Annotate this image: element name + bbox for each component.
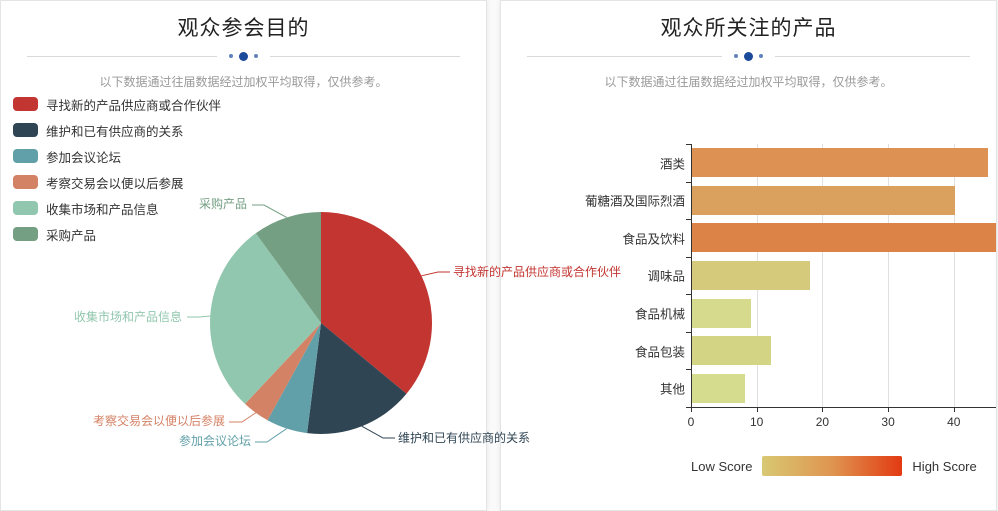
divider-dot-small-left [734, 54, 738, 58]
divider-dot-large [744, 51, 753, 61]
x-axis-line [691, 407, 996, 408]
legend-item-2[interactable]: 参加会议论坛 [13, 143, 221, 169]
y-axis-tick-4 [686, 294, 691, 296]
category-label-4: 食品机械 [634, 307, 685, 322]
bar-0[interactable] [692, 148, 988, 178]
legend-swatch [13, 123, 38, 137]
x-axis-label-40: 40 [947, 415, 961, 429]
x-axis-label-20: 20 [815, 415, 830, 429]
pie-slice-0[interactable] [321, 212, 433, 394]
pie-label-line-2 [255, 428, 287, 443]
title-divider [527, 51, 970, 61]
panel-attendance-purpose: 观众参会目的 以下数据通过往届数据经过加权平均取得，仅供参考。 寻找新的产品供应… [0, 0, 621, 511]
pie-slice-4[interactable] [210, 233, 321, 404]
pie-label-line-1 [361, 425, 395, 439]
legend-swatch [13, 227, 38, 241]
legend-item-0[interactable]: 寻找新的产品供应商或合作伙伴 [13, 91, 221, 117]
y-axis-tick-7 [686, 406, 691, 408]
category-label-2: 食品及饮料 [622, 232, 685, 247]
y-axis-tick-6 [686, 369, 691, 371]
x-axis-label-30: 30 [881, 415, 895, 429]
pie-chart [187, 204, 450, 443]
legend-item-1[interactable]: 维护和已有供应商的关系 [13, 117, 221, 143]
visualmap-legend[interactable]: Low Score High Score [691, 456, 977, 476]
bar-chart: 0 10 20 30 40 酒类葡糖酒及国际烈酒食品及饮料调味品食品机械食品包装其他 [501, 1, 996, 510]
y-axis-tick-1 [686, 181, 691, 183]
bar-4[interactable] [692, 298, 752, 328]
legend-swatch [13, 149, 38, 163]
legend-item-5[interactable]: 采购产品 [13, 221, 221, 247]
legend-label: 采购产品 [46, 228, 97, 243]
legend-item-4[interactable]: 收集市场和产品信息 [13, 195, 221, 221]
bar-6[interactable] [692, 373, 745, 403]
bar-1[interactable] [692, 185, 955, 215]
pie-label-line-4 [187, 315, 211, 318]
pie-slice-5[interactable] [255, 212, 321, 323]
legend-label: 考察交易会以便以后参展 [46, 176, 184, 191]
category-label-6: 其他 [659, 382, 685, 397]
y-axis-tick-0 [686, 144, 691, 145]
legend-label: 收集市场和产品信息 [46, 202, 159, 217]
visualmap-high-label: High Score [912, 458, 977, 474]
divider-line [775, 55, 970, 57]
pie-callout-label-5: 采购产品 [199, 197, 248, 211]
title-divider [27, 51, 460, 61]
divider-dot-large [239, 51, 248, 61]
category-label-3: 调味品 [647, 269, 685, 284]
pie-label-line-3 [229, 412, 257, 423]
bar-5[interactable] [692, 336, 771, 366]
y-axis-line [691, 144, 692, 408]
x-axis-label-0: 0 [687, 415, 695, 429]
x-axis-tick-10 [756, 407, 758, 412]
divider-line [527, 55, 722, 57]
pie-slice-2[interactable] [267, 323, 322, 434]
x-axis-tick-0 [691, 407, 692, 412]
legend-swatch [13, 175, 38, 189]
divider-line [270, 55, 460, 57]
category-label-5: 食品包装 [634, 345, 685, 360]
pie-callout-label-3: 考察交易会以便以后参展 [93, 414, 226, 428]
pie-callout-label-4: 收集市场和产品信息 [74, 310, 183, 324]
pie-slice-1[interactable] [307, 323, 407, 434]
panel-followed-products: 观众所关注的产品 以下数据通过往届数据经过加权平均取得，仅供参考。 0 10 20 3… [500, 0, 997, 511]
y-axis-tick-3 [686, 256, 691, 258]
right-panel-title: 观众所关注的产品 [660, 17, 837, 40]
legend-item-3[interactable]: 考察交易会以便以后参展 [13, 169, 221, 195]
divider-dot-small-right [254, 54, 258, 58]
left-panel-subtitle: 以下数据通过往届数据经过加权平均取得，仅供参考。 [99, 75, 388, 89]
right-panel-subtitle: 以下数据通过往届数据经过加权平均取得，仅供参考。 [604, 75, 893, 89]
bar-3[interactable] [692, 260, 811, 290]
category-label-1: 葡糖酒及国际烈酒 [584, 194, 685, 209]
gridline-20 [822, 144, 824, 407]
legend-swatch [13, 97, 38, 111]
legend-label: 寻找新的产品供应商或合作伙伴 [46, 98, 222, 113]
category-label-0: 酒类 [659, 157, 685, 172]
legend-label: 参加会议论坛 [46, 150, 122, 165]
pie-callout-label-1: 维护和已有供应商的关系 [398, 431, 531, 445]
pie-callout-label-2: 参加会议论坛 [179, 434, 252, 448]
divider-dot-small-right [759, 54, 763, 58]
pie-label-line-0 [421, 271, 450, 277]
x-axis-tick-30 [888, 407, 890, 412]
visualmap-gradient-bar[interactable] [762, 456, 903, 476]
x-axis-tick-40 [953, 407, 955, 412]
visualmap-low-label: Low Score [691, 458, 753, 474]
left-panel-title: 观众参会目的 [177, 17, 310, 40]
divider-dot-small-left [229, 54, 233, 58]
pie-callout-label-0: 寻找新的产品供应商或合作伙伴 [453, 265, 622, 279]
pie-slice-3[interactable] [245, 323, 321, 421]
x-axis-label-10: 10 [750, 415, 764, 429]
divider-line [27, 55, 217, 57]
pie-label-line-5 [252, 204, 287, 218]
x-axis-tick-20 [822, 407, 824, 412]
y-axis-tick-2 [686, 219, 691, 221]
bar-2[interactable] [692, 223, 996, 253]
y-axis-tick-5 [686, 331, 691, 333]
legend-label: 维护和已有供应商的关系 [46, 124, 184, 139]
gridline-40 [953, 144, 955, 407]
pie-legend: 寻找新的产品供应商或合作伙伴 维护和已有供应商的关系 参加会议论坛考察交易会以便以后… [13, 91, 221, 247]
gridline-30 [888, 144, 890, 407]
legend-swatch [13, 201, 38, 215]
